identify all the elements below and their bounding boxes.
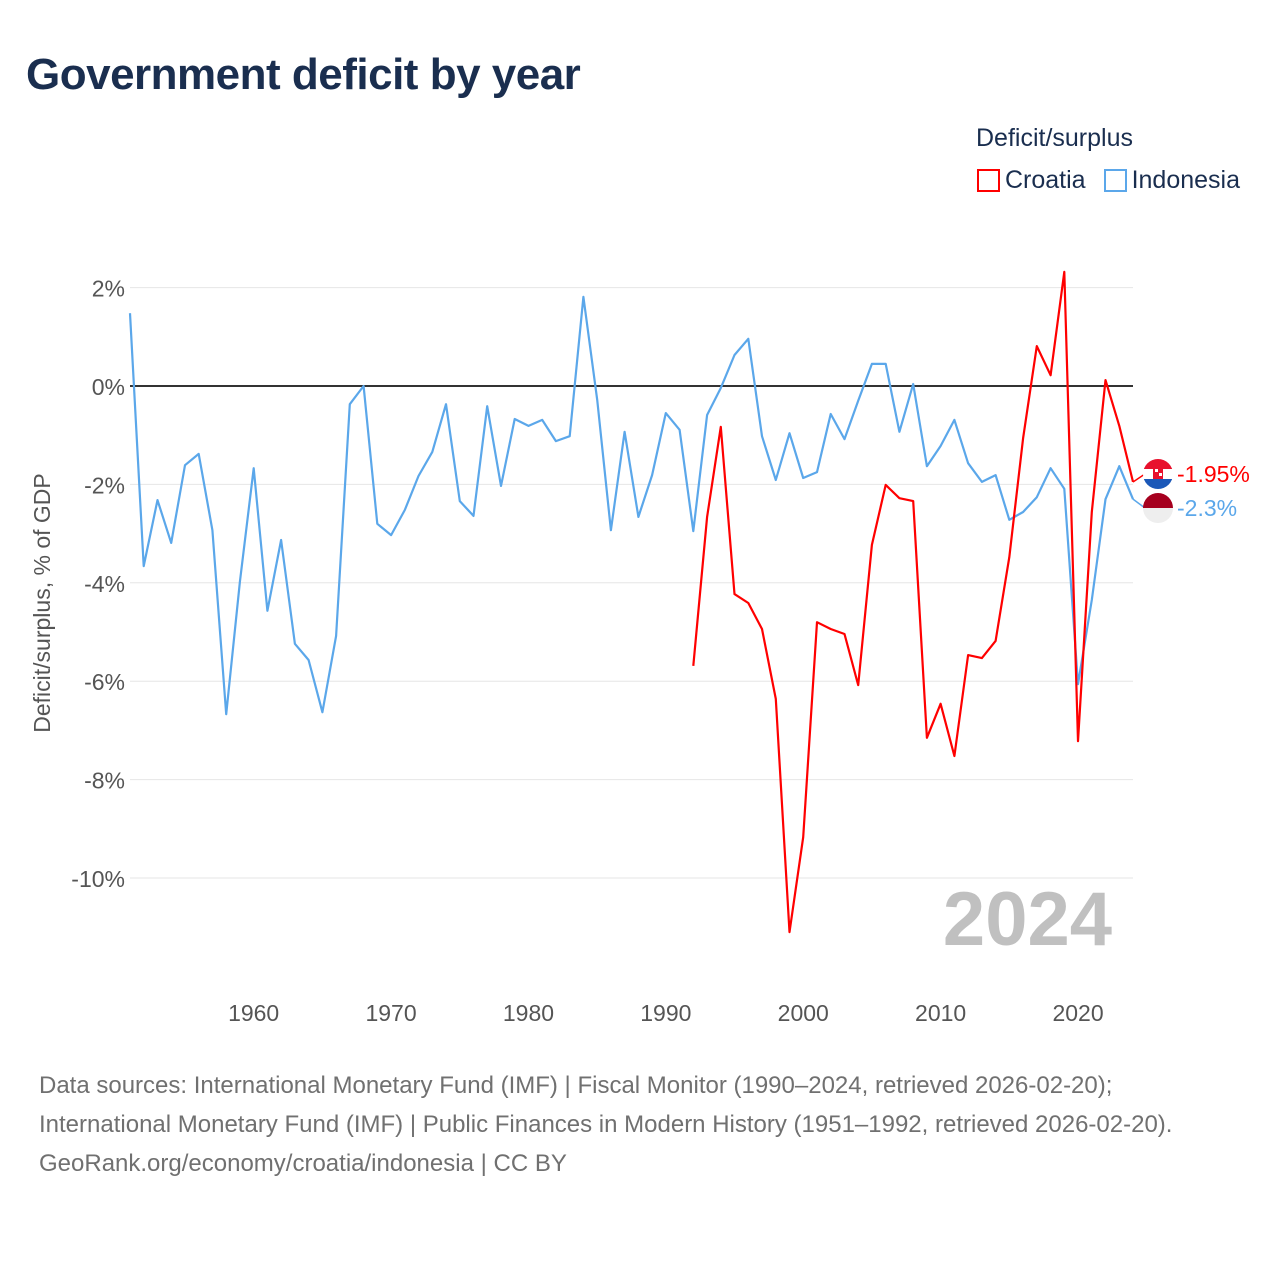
- data-sources: Data sources: International Monetary Fun…: [39, 1072, 1173, 1138]
- series-line-croatia: [692, 270, 1135, 934]
- source-link[interactable]: GeoRank.org/economy/croatia/indonesia | …: [39, 1150, 567, 1177]
- x-tick-label: 1980: [503, 1000, 554, 1026]
- series-line-indonesia: [128, 295, 1135, 716]
- y-tick-label: -2%: [84, 472, 125, 498]
- footer: Data sources: International Monetary Fun…: [39, 1066, 1239, 1183]
- y-tick-label: 0%: [92, 374, 125, 400]
- legend-item-indonesia[interactable]: Indonesia: [1103, 166, 1240, 195]
- x-tick-label: 2020: [1052, 1000, 1103, 1026]
- end-connector: [1132, 473, 1146, 483]
- croatia-flag-icon: [1143, 459, 1173, 489]
- y-tick-label: 2%: [92, 276, 125, 302]
- year-watermark: 2024: [943, 877, 1112, 962]
- legend-label: Croatia: [1004, 166, 1086, 194]
- end-value-label: -1.95%: [1177, 461, 1250, 487]
- legend: Croatia Indonesia: [976, 166, 1240, 195]
- chart-title: Government deficit by year: [26, 50, 581, 99]
- end-connector: [1132, 498, 1146, 509]
- legend-swatch-indonesia: [1103, 169, 1127, 192]
- indonesia-flag-icon: [1143, 493, 1173, 523]
- legend-swatch-croatia: [976, 169, 1000, 192]
- end-value-label: -2.3%: [1177, 495, 1237, 521]
- legend-title: Deficit/surplus: [976, 124, 1133, 152]
- y-tick-label: -4%: [84, 571, 125, 597]
- x-tick-label: 1960: [228, 1000, 279, 1026]
- legend-item-croatia[interactable]: Croatia: [976, 166, 1086, 195]
- y-axis-label: Deficit/surplus, % of GDP: [29, 473, 55, 732]
- line-chart: 2% 0% -2% -4% -6% -8% -10% 1960 1970 1980 1990 2000…: [29, 270, 1250, 1026]
- y-tick-label: -8%: [84, 768, 125, 794]
- x-tick-label: 2000: [778, 1000, 829, 1026]
- y-tick-label: -6%: [84, 669, 125, 695]
- x-tick-label: 1990: [640, 1000, 691, 1026]
- x-tick-label: 1970: [365, 1000, 416, 1026]
- x-tick-label: 2010: [915, 1000, 966, 1026]
- y-tick-label: -10%: [71, 866, 125, 892]
- legend-label: Indonesia: [1131, 166, 1240, 194]
